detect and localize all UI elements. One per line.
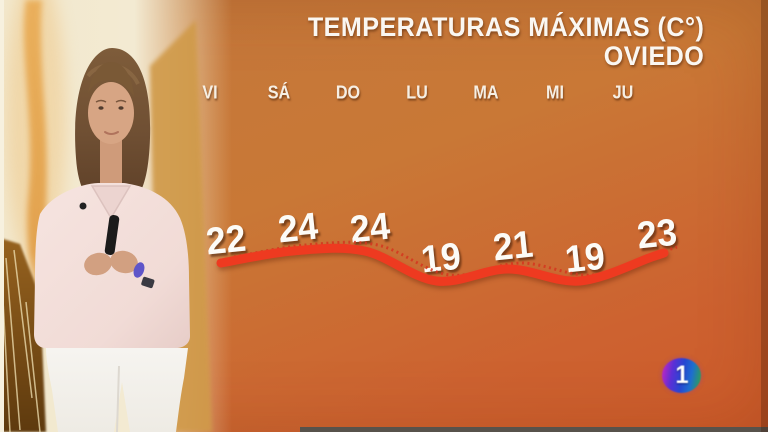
temp-value-label: 22: [203, 217, 248, 264]
presenter-vneck: [90, 185, 132, 220]
temp-value-label: 23: [634, 211, 679, 258]
right-edge-shade: [761, 0, 768, 432]
bracelet: [133, 262, 145, 278]
la1-logo-digit: 1: [674, 361, 689, 389]
backdrop-edge-sliver: [0, 0, 4, 432]
temp-value-label: 19: [562, 235, 607, 282]
day-label: MA: [472, 82, 499, 103]
backdrop-trunk-highlights: [2, 249, 41, 432]
temp-value-label: 24: [275, 205, 320, 252]
la1-channel-logo: 1: [662, 358, 701, 393]
temp-value-label: 24: [347, 205, 392, 252]
day-label: LU: [405, 82, 428, 103]
chart-title: TEMPERATURAS MÁXIMAS (C°): [307, 12, 704, 42]
presenter: [34, 48, 190, 432]
watch: [141, 276, 155, 289]
lower-third-bar: [300, 427, 768, 432]
headline-block: TEMPERATURAS MÁXIMAS (C°) OVIEDO: [307, 12, 704, 71]
presenter-pants: [46, 348, 188, 432]
pants-seam: [116, 365, 120, 432]
day-label: JU: [613, 82, 634, 103]
remote-clicker: [104, 215, 120, 255]
presenter-face-features: [95, 99, 127, 135]
location-label: OVIEDO: [603, 41, 704, 71]
presenter-hands: [84, 215, 155, 289]
day-label: MI: [545, 82, 564, 103]
day-label: SÁ: [267, 82, 291, 103]
presenter-fringe: [88, 62, 134, 96]
temp-value-label: 19: [419, 235, 464, 282]
presenter-neck: [100, 136, 122, 191]
temp-value-label: 21: [491, 223, 536, 270]
lavalier-mic: [79, 202, 87, 210]
day-label: VI: [202, 82, 218, 103]
day-label: DO: [335, 82, 360, 103]
presenter-face: [88, 82, 134, 144]
